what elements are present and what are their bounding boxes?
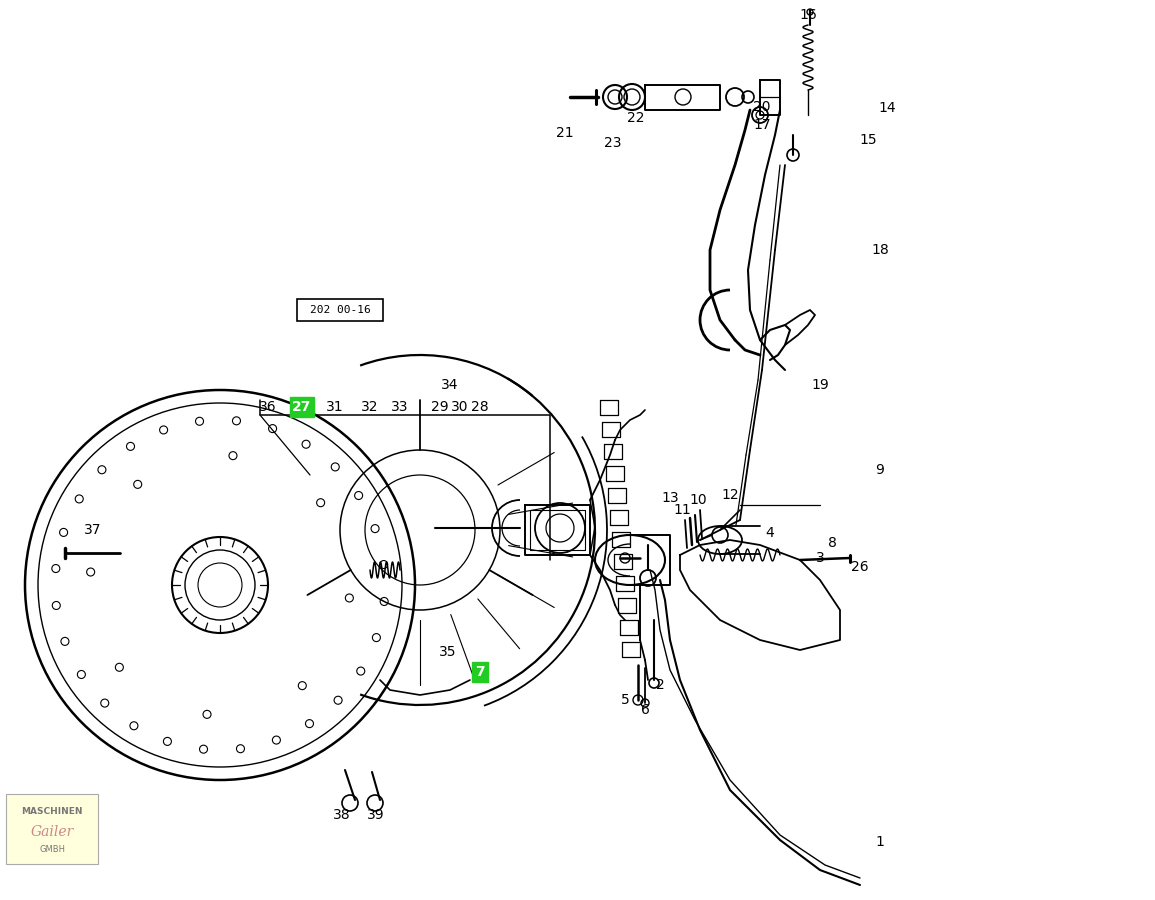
Text: 10: 10 xyxy=(690,493,707,507)
Text: 2: 2 xyxy=(656,678,664,692)
Text: 35: 35 xyxy=(439,645,456,659)
Text: 27: 27 xyxy=(292,400,312,414)
Text: 36: 36 xyxy=(259,400,277,414)
Text: 16: 16 xyxy=(799,8,817,22)
Text: 11: 11 xyxy=(673,503,691,517)
Text: 12: 12 xyxy=(721,488,739,502)
Text: 9: 9 xyxy=(875,463,885,477)
Text: 19: 19 xyxy=(811,378,829,392)
Text: 20: 20 xyxy=(753,100,770,114)
Text: 15: 15 xyxy=(859,133,877,147)
Text: 17: 17 xyxy=(753,118,770,132)
Text: 30: 30 xyxy=(452,400,469,414)
Text: MASCHINEN: MASCHINEN xyxy=(21,807,83,816)
Text: 34: 34 xyxy=(441,378,459,392)
Text: 4: 4 xyxy=(766,526,774,540)
Text: 28: 28 xyxy=(471,400,489,414)
Text: 14: 14 xyxy=(878,101,896,115)
Text: 26: 26 xyxy=(851,560,869,574)
Text: 6: 6 xyxy=(641,703,649,717)
Text: 32: 32 xyxy=(362,400,379,414)
Text: 13: 13 xyxy=(661,491,679,505)
Text: GMBH: GMBH xyxy=(39,845,65,854)
FancyBboxPatch shape xyxy=(6,794,98,864)
Text: 21: 21 xyxy=(557,126,574,140)
Text: 1: 1 xyxy=(875,835,885,849)
Text: 39: 39 xyxy=(367,808,385,822)
Text: 33: 33 xyxy=(392,400,409,414)
Text: 37: 37 xyxy=(84,523,102,537)
Text: 38: 38 xyxy=(333,808,351,822)
Text: 29: 29 xyxy=(431,400,449,414)
Text: 5: 5 xyxy=(620,693,629,707)
Text: 3: 3 xyxy=(815,551,825,565)
Text: Gailer: Gailer xyxy=(30,825,74,839)
Text: 31: 31 xyxy=(326,400,344,414)
Text: 8: 8 xyxy=(828,536,836,550)
Text: 18: 18 xyxy=(871,243,889,257)
Text: 23: 23 xyxy=(604,136,621,150)
Text: 22: 22 xyxy=(627,111,644,125)
Text: 202 00-16: 202 00-16 xyxy=(310,305,371,315)
Text: 7: 7 xyxy=(475,665,485,679)
